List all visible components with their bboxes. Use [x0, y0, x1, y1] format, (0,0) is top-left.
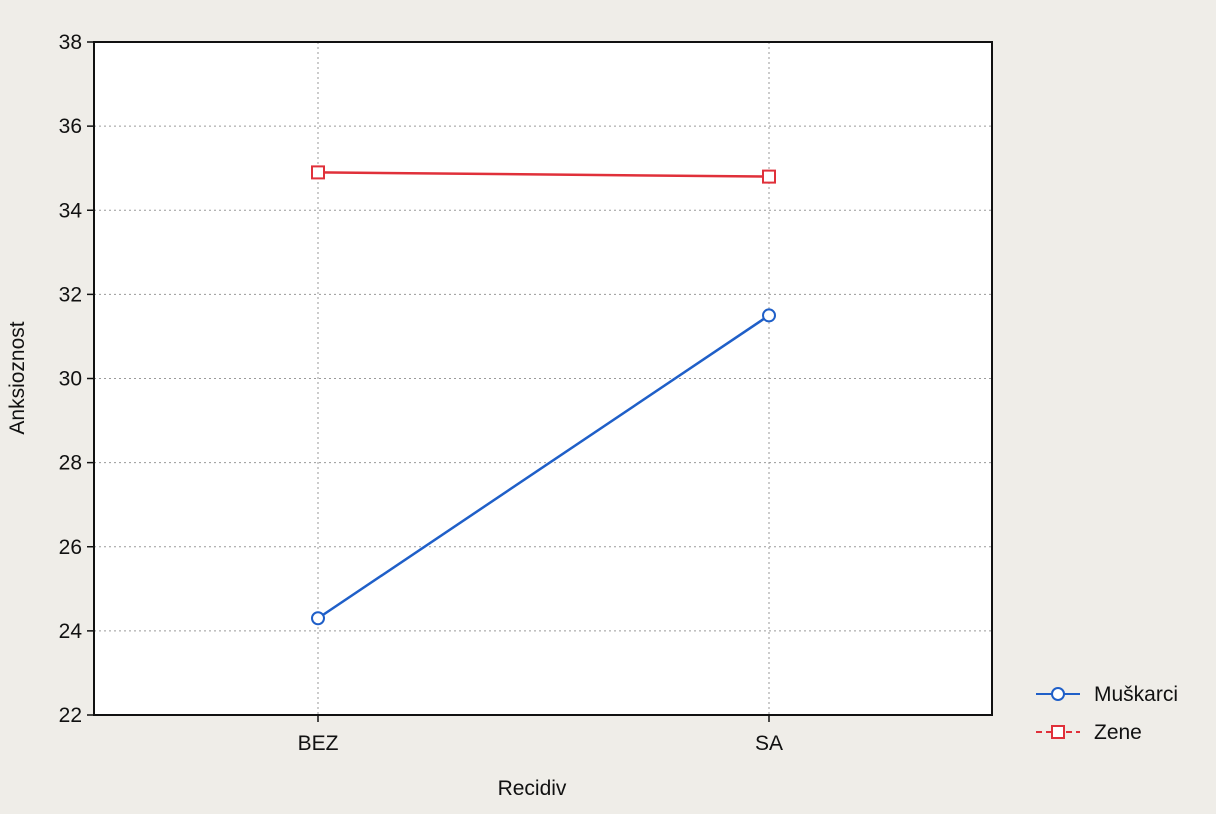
series-line	[317, 314, 770, 620]
y-axis-title: Anksioznost	[6, 321, 29, 434]
y-tick-label: 24	[59, 620, 83, 643]
grid-lines	[94, 42, 992, 715]
y-tick-label: 30	[59, 368, 82, 391]
series-line	[317, 171, 770, 178]
y-tick-label: 32	[59, 283, 82, 306]
y-tick-label: 36	[59, 115, 82, 138]
data-point	[762, 308, 776, 323]
data-point	[311, 165, 325, 180]
series-1	[311, 165, 776, 184]
series-0	[311, 308, 776, 626]
legend-marker	[1051, 687, 1065, 701]
data-point	[311, 611, 325, 626]
plot-area	[94, 42, 992, 715]
legend-item: Zene	[1036, 721, 1142, 744]
data-point	[762, 169, 776, 184]
axis-ticks: 22 24 26 28 30 32 34 36 38 BEZ SA	[59, 31, 783, 755]
y-tick-label: 34	[59, 199, 83, 222]
legend-item: Muškarci	[1036, 683, 1178, 706]
x-tick-label: SA	[755, 732, 783, 755]
legend-label: Zene	[1094, 721, 1142, 744]
series-layer	[311, 165, 776, 626]
legend: Muškarci Zene	[1036, 683, 1178, 744]
x-tick-label: BEZ	[298, 732, 339, 755]
y-tick-label: 26	[59, 536, 82, 559]
legend-label: Muškarci	[1094, 683, 1178, 706]
x-axis-title: Recidiv	[498, 777, 567, 800]
y-tick-label: 38	[59, 31, 82, 54]
y-tick-label: 28	[59, 452, 82, 475]
y-tick-label: 22	[59, 704, 82, 727]
legend-marker	[1051, 725, 1065, 739]
